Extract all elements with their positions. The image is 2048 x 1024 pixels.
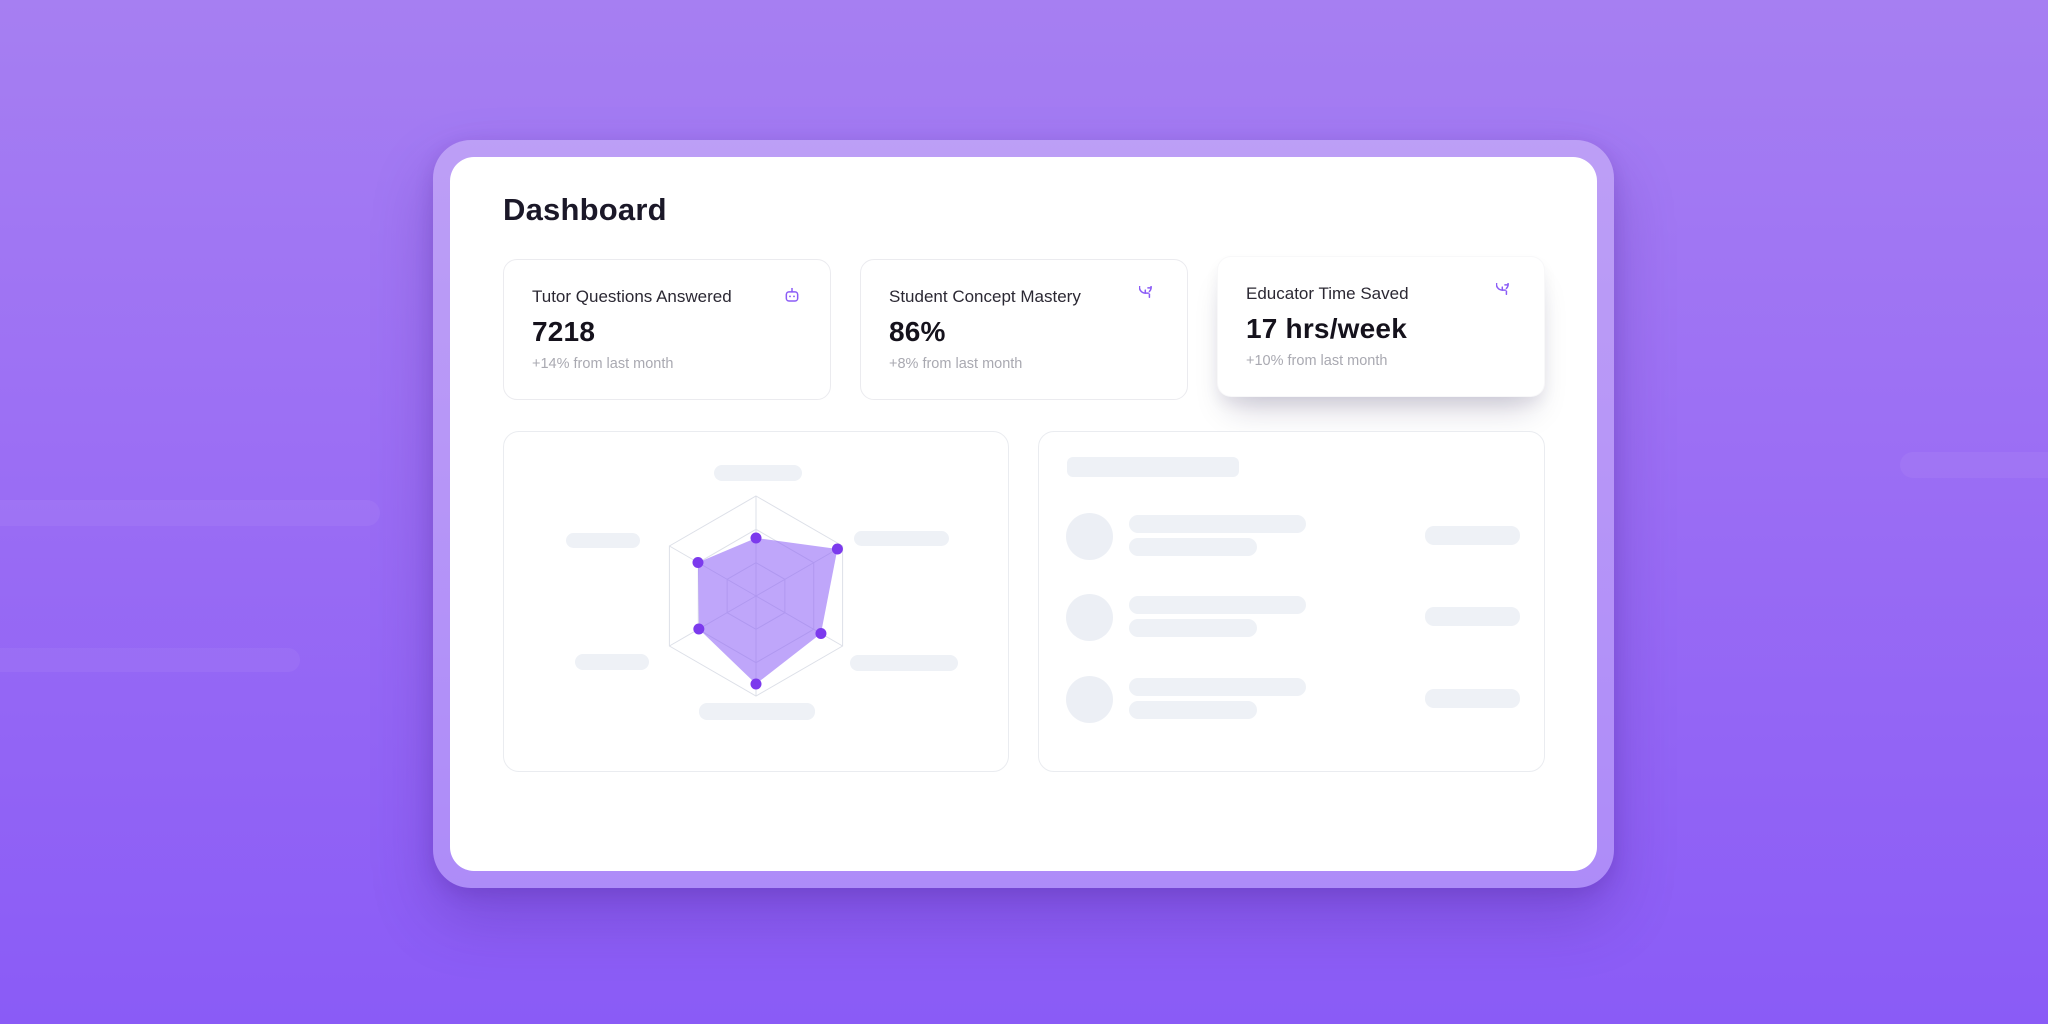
skeleton-avatar [1066, 513, 1113, 560]
stats-row: Tutor Questions Answered 7218 [503, 256, 1545, 400]
skeleton-value-bar [1425, 689, 1520, 708]
background-streak [1900, 452, 2048, 478]
stat-label: Student Concept Mastery [889, 287, 1081, 306]
robot-icon [782, 286, 802, 306]
background-streak [0, 648, 300, 672]
timer-reset-icon [1496, 283, 1516, 303]
page-title: Dashboard [503, 192, 667, 227]
list-item [1066, 676, 1520, 723]
charts-row [503, 431, 1545, 772]
stat-card-student-concept-mastery[interactable]: Student Concept Mastery 86% +8% from las… [860, 259, 1188, 400]
list-item [1066, 594, 1520, 641]
skeleton-axis-label-lower-left [575, 654, 649, 670]
radar-chart [504, 432, 1008, 771]
list-item [1066, 513, 1520, 560]
stat-change: +10% from last month [1246, 353, 1388, 369]
skeleton-value-bar [1425, 526, 1520, 545]
radar-chart-card [503, 431, 1009, 772]
stat-label: Tutor Questions Answered [532, 287, 732, 306]
skeleton-axis-label-bottom [699, 703, 815, 720]
dashboard-panel: Dashboard Tutor Questions Answered [450, 157, 1597, 871]
stat-change: +8% from last month [889, 356, 1023, 372]
stat-card-header: Tutor Questions Answered [532, 287, 802, 307]
skeleton-text-line [1129, 678, 1306, 696]
activity-list-card [1038, 431, 1545, 772]
skeleton-axis-label-upper-left [566, 533, 640, 548]
stat-card-header: Student Concept Mastery [889, 286, 1159, 307]
skeleton-avatar [1066, 594, 1113, 641]
skeleton-text-line [1129, 701, 1257, 719]
skeleton-text-line [1129, 515, 1306, 533]
skeleton-card-title [1067, 457, 1239, 477]
stat-value: 17 hrs/week [1246, 313, 1407, 344]
skeleton-value-bar [1425, 607, 1520, 626]
skeleton-axis-label-lower-right [850, 655, 958, 671]
stat-label: Educator Time Saved [1246, 284, 1409, 303]
skeleton-axis-label-top [714, 465, 802, 481]
skeleton-avatar [1066, 676, 1113, 723]
skeleton-text-line [1129, 538, 1257, 556]
app-window-frame: Dashboard Tutor Questions Answered [433, 140, 1614, 888]
stat-card-tutor-questions-answered[interactable]: Tutor Questions Answered 7218 [503, 259, 831, 400]
stat-card-educator-time-saved[interactable]: Educator Time Saved 17 hrs/week +10% fro… [1217, 256, 1545, 397]
skeleton-text-line [1129, 596, 1306, 614]
skeleton-text-line [1129, 619, 1257, 637]
stat-value: 7218 [532, 316, 596, 347]
stat-card-header: Educator Time Saved [1246, 283, 1516, 304]
background-streak [0, 500, 380, 526]
stat-change: +14% from last month [532, 356, 674, 372]
timer-reset-icon [1139, 286, 1159, 306]
stat-value: 86% [889, 316, 946, 347]
skeleton-axis-label-upper-right [854, 531, 949, 546]
